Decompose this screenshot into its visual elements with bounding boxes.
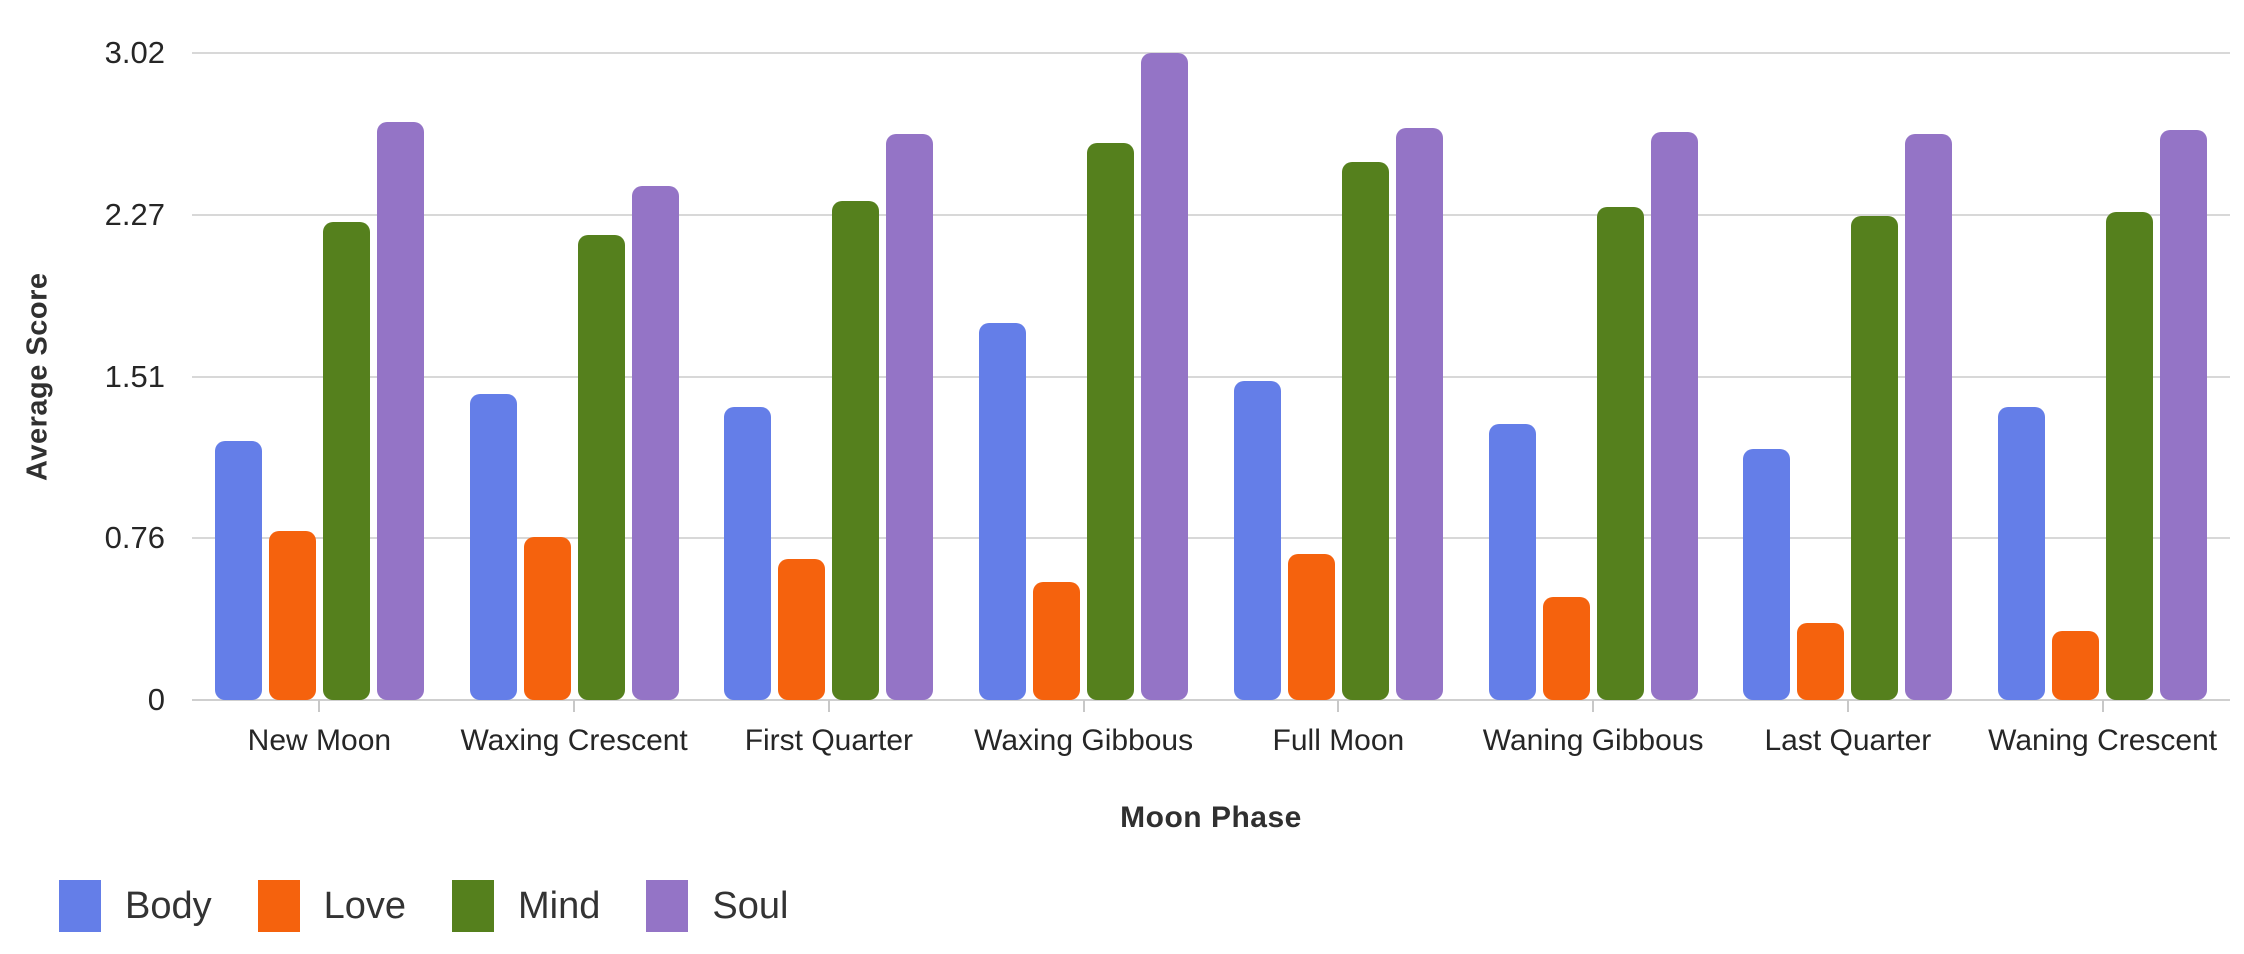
bar-soul xyxy=(1395,127,1443,700)
bar-soul xyxy=(1650,132,1698,700)
gridline xyxy=(192,537,2230,540)
bar-mind xyxy=(2106,211,2154,700)
bar-mind xyxy=(1596,207,1644,700)
bar-mind xyxy=(1851,215,1899,700)
bar-mind xyxy=(1087,142,1135,700)
legend-item-body: Body xyxy=(59,880,212,932)
x-tick-mark xyxy=(827,700,830,712)
bar-body xyxy=(724,406,772,700)
bar-body xyxy=(1233,380,1281,700)
bar-group xyxy=(1975,53,2230,700)
bar-soul xyxy=(376,121,424,700)
bar-love xyxy=(1797,622,1845,700)
bar-mind xyxy=(1341,162,1389,700)
bar-love xyxy=(778,558,826,700)
x-tick-mark xyxy=(1592,700,1595,712)
bar-body xyxy=(979,322,1027,700)
bar-body xyxy=(214,440,262,700)
gridline xyxy=(192,52,2230,54)
bar-body xyxy=(1743,449,1791,700)
x-tick-label: Last Quarter xyxy=(1764,724,1932,757)
bar-group xyxy=(702,53,957,700)
x-axis-labels: New Moon Waxing Crescent First Quarter Waxi… xyxy=(192,724,2230,758)
x-tick-mark xyxy=(2101,700,2104,712)
y-tick-label: 0.76 xyxy=(104,520,165,556)
x-tick-label: Full Moon xyxy=(1272,724,1405,757)
bar-love xyxy=(1033,582,1081,700)
bar-mind xyxy=(322,222,370,700)
legend-label: Body xyxy=(125,884,212,927)
legend-swatch-body xyxy=(59,880,101,932)
legend-label: Soul xyxy=(712,884,789,927)
bar-love xyxy=(523,537,571,700)
bar-love xyxy=(268,530,316,700)
bars-layer xyxy=(192,53,2230,700)
bar-group xyxy=(1466,53,1721,700)
legend-item-love: Love xyxy=(257,880,407,932)
bar-soul xyxy=(631,185,679,700)
bar-soul xyxy=(886,134,934,700)
gridline xyxy=(192,375,2230,378)
x-axis-line xyxy=(192,699,2230,701)
bar-body xyxy=(1998,406,2046,700)
bar-love xyxy=(1287,554,1335,700)
bar-body xyxy=(1488,423,1536,700)
bar-group xyxy=(1211,53,1466,700)
x-tick-mark xyxy=(318,700,321,712)
bar-mind xyxy=(577,235,625,700)
plot-area xyxy=(192,52,2230,712)
y-tick-label: 1.51 xyxy=(104,358,165,394)
x-tick-label: Waxing Crescent xyxy=(460,724,688,757)
legend-swatch-soul xyxy=(646,880,689,932)
legend-label: Love xyxy=(323,884,407,927)
x-tick-mark xyxy=(1082,700,1085,712)
bar-mind xyxy=(832,200,880,700)
x-tick-label: New Moon xyxy=(247,724,392,757)
bar-soul xyxy=(1141,53,1189,700)
bar-love xyxy=(2052,631,2100,700)
x-tick-label: Waning Gibbous xyxy=(1482,724,1704,757)
gridline xyxy=(192,213,2230,216)
x-tick-mark xyxy=(1337,700,1340,712)
y-tick-label: 0 xyxy=(147,682,165,717)
bar-soul xyxy=(1905,134,1953,700)
legend-swatch-love xyxy=(257,880,300,932)
bar-group xyxy=(447,53,702,700)
x-tick-label: Waning Crescent xyxy=(1988,724,2218,757)
x-tick-mark xyxy=(1846,700,1849,712)
bar-love xyxy=(1542,597,1590,700)
bar-group xyxy=(1721,53,1976,700)
x-tick-label: Waxing Gibbous xyxy=(974,724,1194,757)
bar-soul xyxy=(2160,130,2208,700)
legend: Body Love Mind Soul xyxy=(59,880,788,932)
x-axis-title: Moon Phase xyxy=(1120,801,1302,834)
legend-label: Mind xyxy=(518,884,601,927)
x-tick-mark xyxy=(573,700,576,712)
bar-group xyxy=(192,53,447,700)
bar-group xyxy=(956,53,1211,700)
legend-swatch-mind xyxy=(452,880,495,932)
legend-item-mind: Mind xyxy=(452,880,600,932)
bar-body xyxy=(469,393,517,700)
legend-item-soul: Soul xyxy=(646,880,788,932)
y-tick-label: 2.27 xyxy=(104,196,165,232)
x-tick-label: First Quarter xyxy=(744,724,914,757)
y-tick-label: 3.02 xyxy=(104,35,165,70)
